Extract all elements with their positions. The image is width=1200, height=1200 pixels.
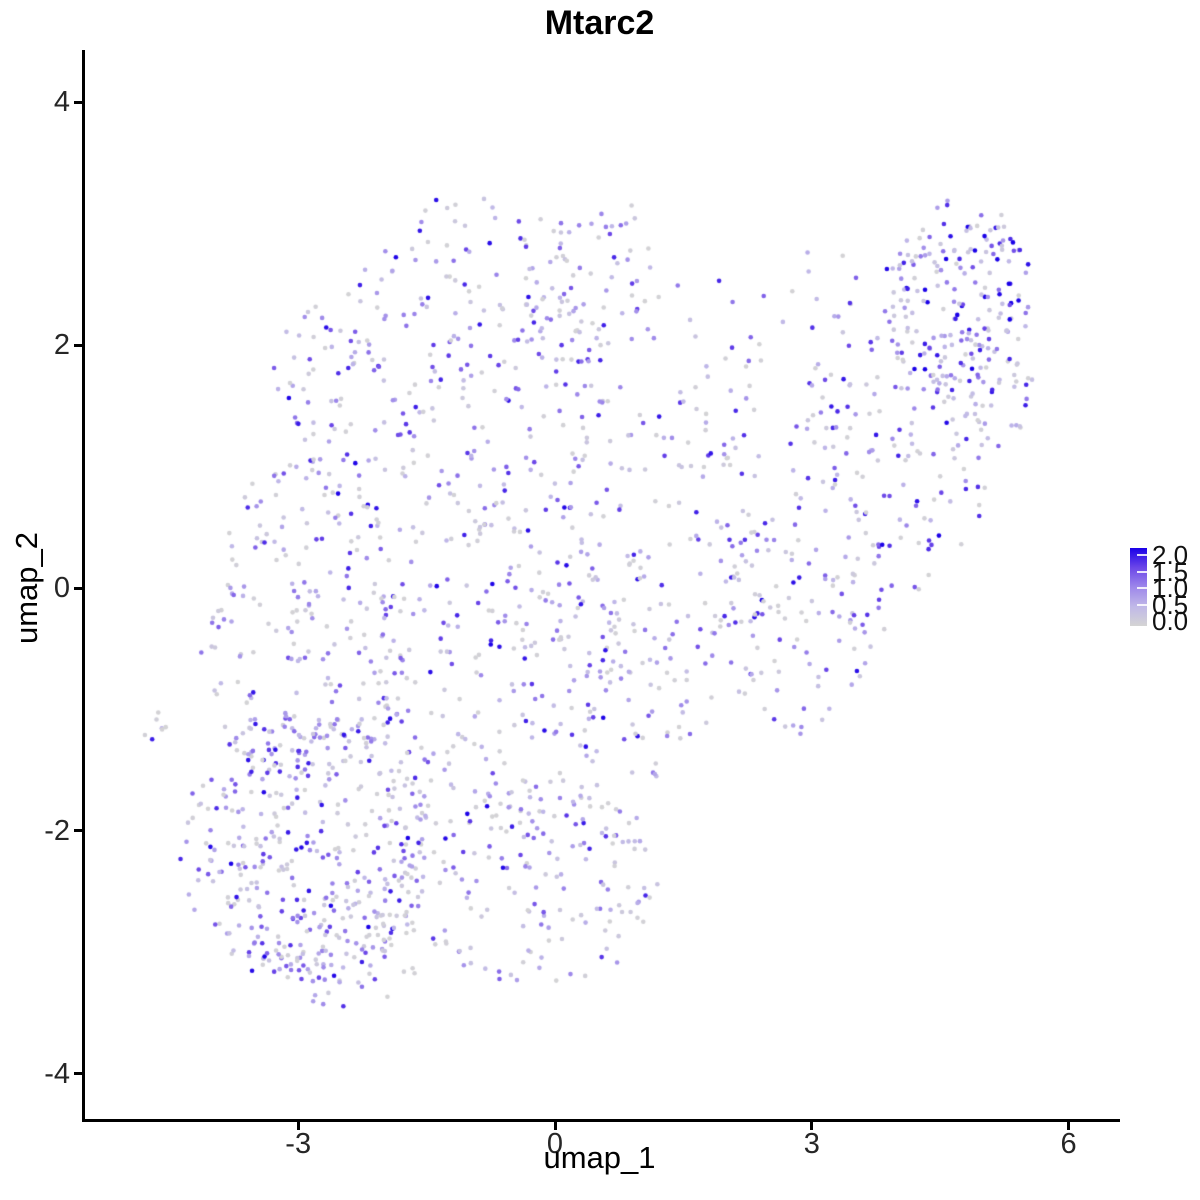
x-tick-label: 6 <box>1060 1128 1077 1160</box>
colorbar-tick-mark <box>1137 554 1147 556</box>
x-tick-label: -3 <box>285 1128 312 1160</box>
y-tick-label: -2 <box>44 814 70 847</box>
umap-scatter-canvas <box>85 50 1120 1119</box>
plot-title: Mtarc2 <box>544 4 655 42</box>
x-tick-label: 3 <box>803 1128 820 1160</box>
plot-panel <box>82 50 1120 1122</box>
y-tick-mark <box>74 1072 82 1076</box>
colorbar-tick-label: 1.0 <box>1152 573 1189 603</box>
colorbar-tick-mark <box>1137 587 1147 589</box>
x-tick-mark <box>810 1122 814 1130</box>
y-tick-mark <box>74 343 82 347</box>
y-axis-title: umap_2 <box>9 531 44 645</box>
colorbar-tick-label: 0.5 <box>1152 589 1189 620</box>
y-tick-label: -4 <box>44 1057 70 1090</box>
y-tick-mark <box>74 586 82 590</box>
colorbar-tick-mark <box>1137 603 1147 606</box>
colorbar-legend: 2.0 1.5 1.0 0.5 0.0 <box>1128 540 1200 650</box>
x-axis-title: umap_1 <box>543 1140 656 1175</box>
y-tick-mark <box>74 829 82 833</box>
x-tick-mark <box>1067 1122 1071 1130</box>
colorbar-tick-label: 2.0 <box>1152 540 1189 570</box>
y-tick-label: 2 <box>53 329 70 362</box>
colorbar-tick-label: 1.5 <box>1152 556 1189 587</box>
x-tick-mark <box>553 1122 557 1130</box>
colorbar-tick-mark <box>1137 570 1147 573</box>
y-tick-label: 4 <box>53 86 70 119</box>
y-tick-label: 0 <box>53 572 70 604</box>
colorbar-tick-label: 0.0 <box>1152 606 1189 636</box>
x-tick-label: 0 <box>546 1128 564 1160</box>
y-tick-mark <box>74 100 82 104</box>
x-tick-mark <box>296 1122 300 1130</box>
